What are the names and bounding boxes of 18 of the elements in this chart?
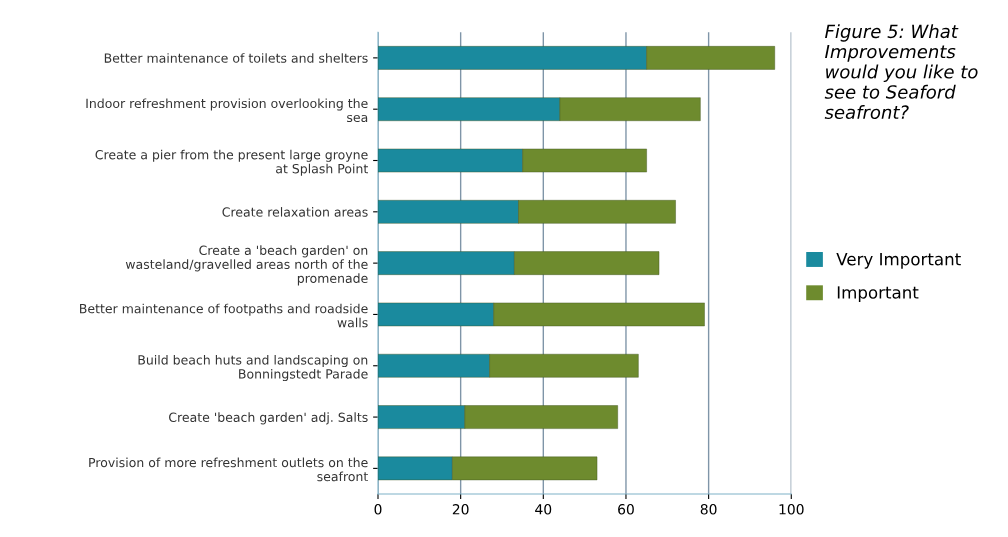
legend-label: Very Important: [836, 253, 961, 269]
y-tick-label: Provision of more refreshment outlets on the seafront: [89, 457, 368, 482]
x-tick-label: 80: [700, 504, 717, 515]
x-tick-label: 60: [618, 504, 634, 515]
y-tick-label: Indoor refreshment provision overlooking the sea: [86, 98, 368, 123]
y-tick-label: Better maintenance of toilets and shelters: [104, 53, 368, 63]
y-tick-label: Create a 'beach garden' on wasteland/gravelled areas north of the promenade: [125, 245, 368, 286]
x-tick-label: 20: [452, 504, 469, 515]
x-tick-label: 100: [779, 504, 804, 515]
y-tick-label: Better maintenance of footpaths and roadside walls: [80, 303, 368, 328]
y-tick-label: Create 'beach garden' adj. Salts: [169, 412, 368, 425]
legend-label: Important: [837, 286, 919, 302]
x-tick-label: 40: [535, 504, 552, 515]
x-tick-label: 0: [374, 504, 382, 515]
y-tick-label: Create relaxation areas: [222, 207, 368, 217]
y-tick-label: Build beach huts and landscaping on Bonningstedt Parade: [138, 354, 368, 382]
text: Figure 5: What Improvements would you like to see to Seaford seafront?: [824, 24, 978, 120]
y-tick-label: Create a pier from the present large groyne at Splash Point: [95, 149, 368, 176]
